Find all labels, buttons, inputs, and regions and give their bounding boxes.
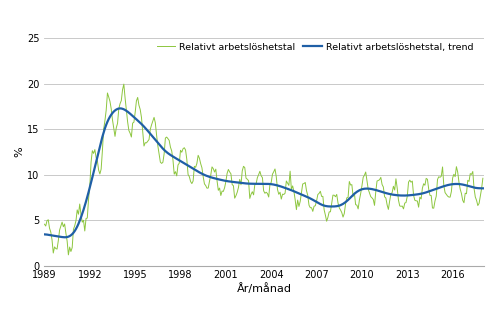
Relativt arbetslöshetstal, trend	[321, 204, 327, 208]
Relativt arbetslöshetstal, trend	[117, 107, 123, 110]
Relativt arbetslöshetstal, trend	[41, 232, 47, 236]
Relativt arbetslöshetstal	[309, 206, 315, 210]
Relativt arbetslöshetstal	[297, 199, 303, 203]
Relativt arbetslöshetstal	[121, 82, 127, 86]
Y-axis label: %: %	[14, 147, 24, 157]
Relativt arbetslöshetstal	[65, 253, 71, 257]
Relativt arbetslöshetstal, trend	[408, 193, 414, 197]
Relativt arbetslöshetstal, trend	[369, 187, 375, 191]
Relativt arbetslöshetstal	[41, 222, 47, 226]
Relativt arbetslöshetstal	[321, 208, 327, 212]
Relativt arbetslöshetstal, trend	[480, 187, 486, 190]
Relativt arbetslöshetstal	[234, 190, 240, 194]
Relativt arbetslöshetstal	[369, 196, 375, 200]
Line: Relativt arbetslöshetstal: Relativt arbetslöshetstal	[44, 84, 483, 255]
Relativt arbetslöshetstal, trend	[297, 192, 303, 196]
Relativt arbetslöshetstal	[408, 180, 414, 184]
Relativt arbetslöshetstal	[480, 176, 486, 180]
Relativt arbetslöshetstal, trend	[62, 235, 68, 239]
Relativt arbetslöshetstal, trend	[234, 180, 240, 184]
Line: Relativt arbetslöshetstal, trend: Relativt arbetslöshetstal, trend	[44, 108, 483, 237]
Relativt arbetslöshetstal, trend	[309, 197, 315, 201]
Legend: Relativt arbetslöshetstal, Relativt arbetslöshetstal, trend: Relativt arbetslöshetstal, Relativt arbe…	[155, 41, 475, 54]
X-axis label: År/månad: År/månad	[237, 283, 292, 294]
